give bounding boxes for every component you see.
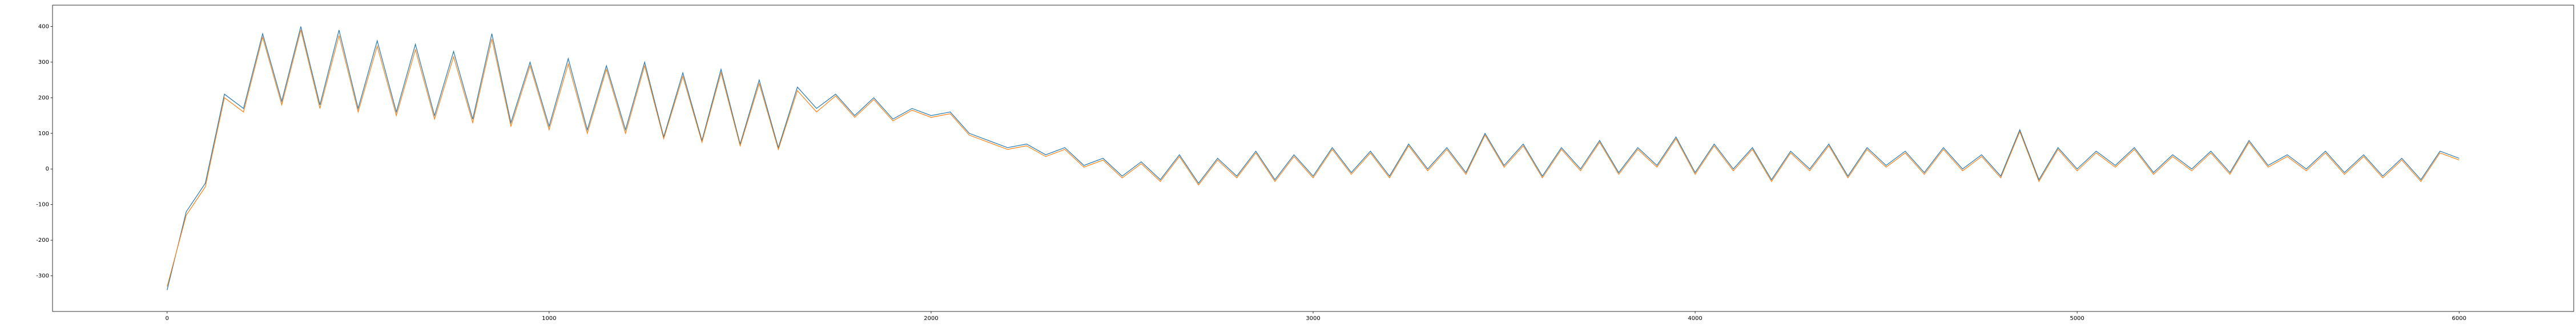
y-tick-label: -100 [36, 202, 49, 208]
x-tick-label: 1000 [542, 315, 556, 322]
y-tick-label: 100 [38, 131, 49, 137]
y-tick-label: -200 [36, 237, 49, 244]
x-tick-label: 5000 [2070, 315, 2084, 322]
series-line [167, 30, 2460, 287]
x-tick-label: 6000 [2452, 315, 2466, 322]
y-tick-label: -300 [36, 273, 49, 280]
y-tick-label: 400 [38, 23, 49, 30]
x-tick-label: 4000 [1688, 315, 1702, 322]
series-line [167, 26, 2460, 290]
axes-frame [52, 5, 2574, 312]
y-tick-label: 200 [38, 95, 49, 101]
x-tick-label: 3000 [1306, 315, 1320, 322]
x-tick-label: 2000 [924, 315, 938, 322]
y-tick-label: 300 [38, 59, 49, 66]
x-tick-label: 0 [166, 315, 169, 322]
y-tick-label: 0 [46, 166, 49, 172]
